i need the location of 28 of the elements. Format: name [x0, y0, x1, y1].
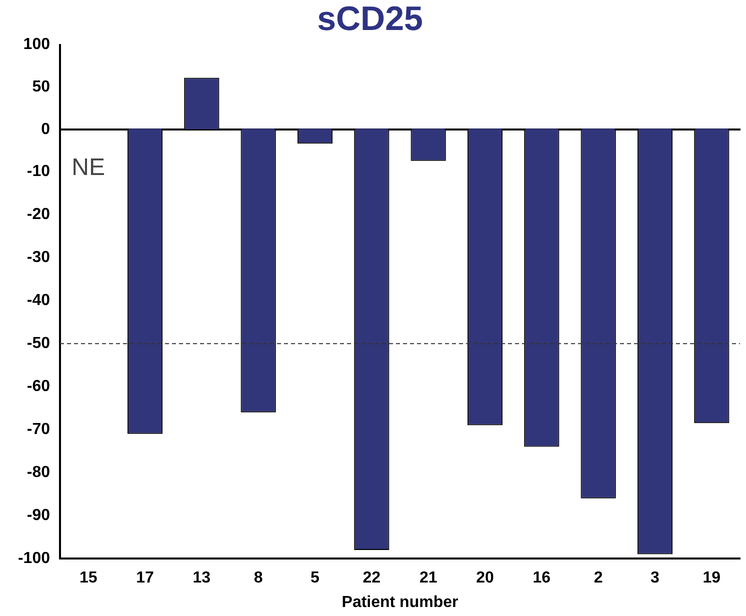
x-tick-label: 2	[594, 570, 603, 587]
y-tick-label: -90	[26, 507, 50, 524]
annotation: NE	[72, 154, 106, 182]
x-tick-label: 19	[702, 570, 721, 587]
y-tick-label: -10	[26, 163, 50, 180]
x-axis-title: Patient number	[342, 594, 458, 611]
x-tick-label: 3	[650, 570, 660, 587]
x-tick-label: 13	[192, 570, 211, 587]
y-tick-label: -50	[26, 335, 50, 352]
x-tick-label: 20	[476, 570, 494, 587]
x-tick-label: 21	[419, 570, 438, 587]
y-tick-label: -60	[26, 378, 50, 396]
y-tick-label: 100	[23, 36, 50, 54]
y-tick-label: -100	[18, 550, 50, 568]
x-tick-label: 15	[79, 570, 98, 587]
chart-title: sCD25	[317, 0, 423, 38]
y-tick-label: -40	[26, 292, 50, 310]
x-tick-label: 17	[136, 570, 154, 587]
y-tick-label: -70	[26, 421, 50, 438]
x-tick-label: 8	[254, 570, 263, 587]
y-tick-label: -80	[26, 464, 50, 482]
y-tick-label: 50	[32, 78, 50, 96]
x-tick-label: 16	[532, 570, 551, 587]
x-tick-label: 22	[362, 570, 381, 587]
x-tick-label: 5	[310, 570, 320, 587]
y-tick-label: 0	[41, 120, 50, 138]
y-tick-label: -30	[26, 249, 50, 266]
y-tick-label: -20	[26, 206, 50, 224]
